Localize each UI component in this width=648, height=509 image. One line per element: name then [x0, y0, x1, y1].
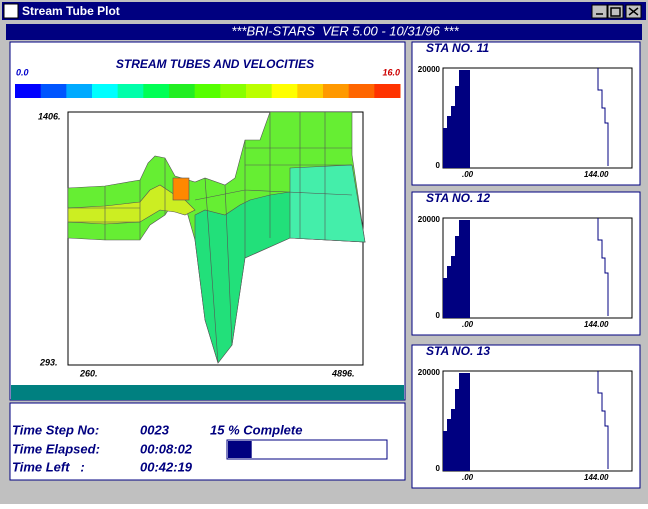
y-top-label: 1406.	[38, 111, 61, 121]
station-title: STA NO. 13	[426, 344, 490, 358]
colorbar-swatch	[374, 84, 401, 98]
station-title: STA NO. 11	[426, 41, 489, 55]
station-x-left: .00	[462, 320, 474, 329]
station-y-top: 20000	[418, 368, 441, 377]
elapsed-label: Time Elapsed:	[12, 441, 100, 456]
left-label: Time Left :	[12, 459, 85, 474]
tube-hotspot	[172, 177, 190, 201]
station-fill	[443, 373, 470, 471]
stream-tubes	[67, 111, 366, 364]
time-step: 0023	[140, 422, 170, 437]
colorbar	[15, 84, 401, 98]
progress-bar	[226, 439, 388, 460]
colorbar-swatch	[40, 84, 67, 98]
colorbar-max: 16.0	[382, 67, 400, 77]
app-icon	[3, 3, 19, 19]
station-line	[597, 68, 609, 166]
tube-core	[67, 184, 196, 225]
station-x-left: .00	[462, 473, 474, 482]
station-y-bottom: 0	[436, 311, 441, 320]
colorbar-swatch	[92, 84, 119, 98]
minimize-button[interactable]	[591, 4, 608, 19]
station-title: STA NO. 12	[426, 191, 490, 205]
station-x-right: 144.00	[584, 473, 609, 482]
y-bottom-label: 293.	[39, 357, 58, 367]
colorbar-swatch	[169, 84, 196, 98]
time-left: 00:42:19	[140, 459, 193, 474]
plot-title: STREAM TUBES AND VELOCITIES	[116, 57, 314, 71]
colorbar-swatch	[246, 84, 273, 98]
station-line	[597, 371, 609, 469]
time-step-label: Time Step No:	[12, 422, 99, 437]
station-y-top: 20000	[418, 65, 441, 74]
banner: ***BRI-STARS VER 5.00 - 10/31/96 ***	[231, 23, 459, 38]
colorbar-swatch	[297, 84, 324, 98]
station-x-right: 144.00	[584, 320, 609, 329]
station-y-bottom: 0	[436, 464, 441, 473]
colorbar-min: 0.0	[16, 67, 29, 77]
station-y-bottom: 0	[436, 161, 441, 170]
station-plot	[442, 217, 633, 319]
elapsed: 00:08:02	[140, 441, 193, 456]
banner-bar	[6, 24, 642, 40]
mesh-lines	[68, 112, 353, 364]
progress-fill	[228, 441, 252, 458]
tube-right	[289, 164, 366, 243]
station-plot	[442, 67, 633, 169]
colorbar-swatch	[66, 84, 93, 98]
station-fill	[443, 220, 470, 318]
x-right-label: 4896.	[331, 368, 355, 378]
colorbar-swatch	[117, 84, 144, 98]
station-panels: STA NO. 11 20000 0 .00 144.00 STA NO. 12 20000…	[411, 41, 641, 489]
station-plot	[442, 370, 633, 472]
station-y-top: 20000	[418, 215, 441, 224]
colorbar-swatch	[220, 84, 247, 98]
button-glyphs	[596, 7, 639, 17]
colorbar-swatch	[143, 84, 170, 98]
window-buttons	[591, 4, 642, 19]
station-fill	[443, 70, 470, 168]
station-x-left: .00	[462, 170, 474, 179]
window-title: Stream Tube Plot	[22, 4, 120, 18]
colorbar-swatch	[348, 84, 375, 98]
station-line	[597, 218, 609, 316]
colorbar-swatch	[194, 84, 221, 98]
station-x-right: 144.00	[584, 170, 609, 179]
colorbar-swatch	[271, 84, 298, 98]
colorbar-swatch	[323, 84, 350, 98]
teal-band	[11, 385, 404, 400]
progress-text: 15 % Complete	[210, 422, 302, 437]
x-left-label: 260.	[79, 368, 98, 378]
colorbar-swatch	[15, 84, 42, 98]
title-bar	[2, 2, 646, 20]
